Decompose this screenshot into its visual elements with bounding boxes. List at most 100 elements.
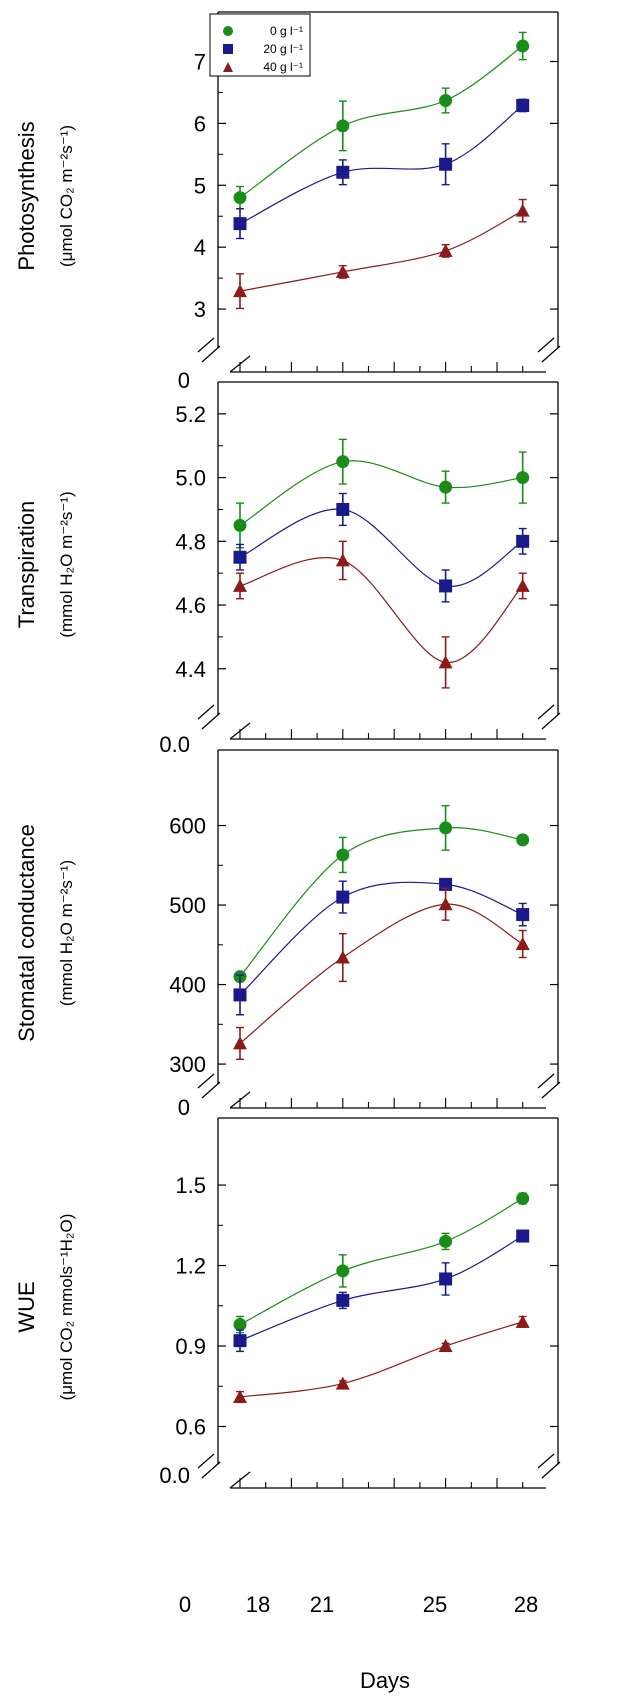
- data-point: [233, 518, 247, 532]
- x-axis-title: Days: [360, 1668, 410, 1693]
- axis-break-left-b: [201, 345, 221, 363]
- legend-label: 20 g l⁻¹: [263, 42, 303, 56]
- y-tick-label: 5.0: [175, 466, 206, 491]
- series-3: [233, 198, 530, 310]
- y-tick-label: 7: [194, 50, 206, 75]
- axis-break-left-b: [201, 712, 221, 730]
- y-axis-unit: (μmol CO₂ m⁻²s⁻¹): [57, 125, 76, 267]
- y-tick-label: 400: [169, 973, 206, 998]
- series-line: [239, 1235, 523, 1342]
- series-1: [233, 804, 530, 984]
- legend-marker-square: [223, 44, 233, 54]
- axis-break-right-a: [537, 337, 555, 353]
- series-3: [233, 540, 530, 689]
- data-point: [335, 1376, 350, 1390]
- data-point: [233, 217, 247, 231]
- y-axis-title: Photosynthesis: [14, 121, 39, 270]
- y-tick-label: 6: [194, 111, 206, 136]
- axis-break-right-a: [537, 1453, 555, 1469]
- series-3: [233, 1314, 530, 1404]
- data-point: [233, 1389, 247, 1403]
- data-point: [516, 98, 530, 112]
- data-point: [516, 471, 530, 485]
- data-point: [233, 578, 247, 592]
- data-point: [515, 203, 530, 217]
- data-point: [335, 264, 350, 278]
- data-point: [516, 1229, 530, 1243]
- y-tick-label: 5: [194, 173, 206, 198]
- y-axis-unit: (mmol H₂O m⁻²s⁻¹): [57, 860, 76, 1006]
- series-line: [239, 881, 523, 996]
- axis-break-left-a: [197, 1453, 215, 1469]
- series-line: [239, 104, 524, 225]
- x-tick-label: 28: [514, 1592, 538, 1617]
- data-point: [233, 1334, 247, 1348]
- y-zero-label: 0: [178, 368, 190, 393]
- data-point: [335, 950, 350, 964]
- series-2: [233, 492, 530, 603]
- legend: 0 g l⁻¹ 20 g l⁻¹ 40 g l⁻¹: [209, 13, 311, 77]
- data-point: [438, 243, 453, 257]
- y-tick-label: 3: [194, 297, 206, 322]
- y-zero-label: 0.0: [159, 1463, 190, 1488]
- y-axis-title: WUE: [14, 1281, 39, 1332]
- data-point: [336, 1264, 350, 1278]
- y-tick-label: 1.2: [175, 1254, 206, 1279]
- x-tick-label: 18: [246, 1592, 270, 1617]
- y-axis-title: Transpiration: [14, 501, 39, 629]
- series-2: [233, 98, 530, 240]
- panel-3: 300 400 500 600 0 Stomatal conductance (mmol H…: [14, 749, 561, 1120]
- x-tick-label: 25: [423, 1592, 447, 1617]
- data-point: [336, 455, 350, 469]
- data-point: [233, 988, 247, 1002]
- series-line: [239, 557, 524, 664]
- data-point: [336, 119, 350, 133]
- data-point: [516, 534, 530, 548]
- data-point: [439, 93, 453, 107]
- series-line: [239, 45, 524, 199]
- legend-marker-triangle: [223, 62, 233, 72]
- legend-label: 0 g l⁻¹: [270, 24, 303, 38]
- y-axis-unit: (mmol H₂O m⁻²s⁻¹): [57, 491, 76, 637]
- data-point: [515, 1314, 530, 1328]
- data-point: [439, 877, 453, 891]
- data-point: [233, 1318, 247, 1332]
- axis-break-left-a: [197, 337, 215, 353]
- data-point: [233, 550, 247, 564]
- data-point: [439, 480, 453, 494]
- y-tick-label: 4.8: [175, 529, 206, 554]
- y-zero-label: 0: [178, 1095, 190, 1120]
- axis-break-right-a: [537, 704, 555, 720]
- axis-break-left-b: [201, 1081, 221, 1099]
- axis-break-right-b: [541, 1461, 561, 1479]
- data-point: [515, 578, 530, 592]
- y-tick-label: 0.6: [175, 1414, 206, 1439]
- series-2: [233, 877, 530, 1016]
- series-1: [233, 438, 530, 549]
- data-point: [336, 165, 350, 179]
- data-point: [515, 937, 530, 951]
- x-tick-label: 21: [310, 1592, 334, 1617]
- axis-break-right-b: [541, 712, 561, 730]
- data-point: [438, 1339, 453, 1353]
- axis-break-right-a: [537, 1073, 555, 1089]
- legend-label: 40 g l⁻¹: [263, 60, 303, 74]
- data-point: [233, 191, 247, 205]
- data-point: [439, 1272, 453, 1286]
- data-point: [516, 833, 530, 847]
- legend-marker-circle: [223, 26, 233, 36]
- data-point: [233, 1036, 247, 1050]
- series-line: [239, 460, 523, 526]
- axis-break-right-b: [541, 345, 561, 363]
- y-tick-label: 600: [169, 814, 206, 839]
- axis-break-left-a: [197, 704, 215, 720]
- axis-break-right-b: [541, 1081, 561, 1099]
- y-axis-title: Stomatal conductance: [14, 824, 39, 1042]
- series-1: [233, 31, 530, 210]
- y-tick-label: 4: [194, 235, 206, 260]
- y-tick-label: 300: [169, 1052, 206, 1077]
- series-line: [239, 210, 523, 292]
- data-point: [516, 39, 530, 53]
- series-line: [239, 903, 523, 1044]
- panel-1: 3 4 5 6 7 0 Photosynthesis (μmol CO₂ m⁻²s⁻¹): [14, 11, 561, 393]
